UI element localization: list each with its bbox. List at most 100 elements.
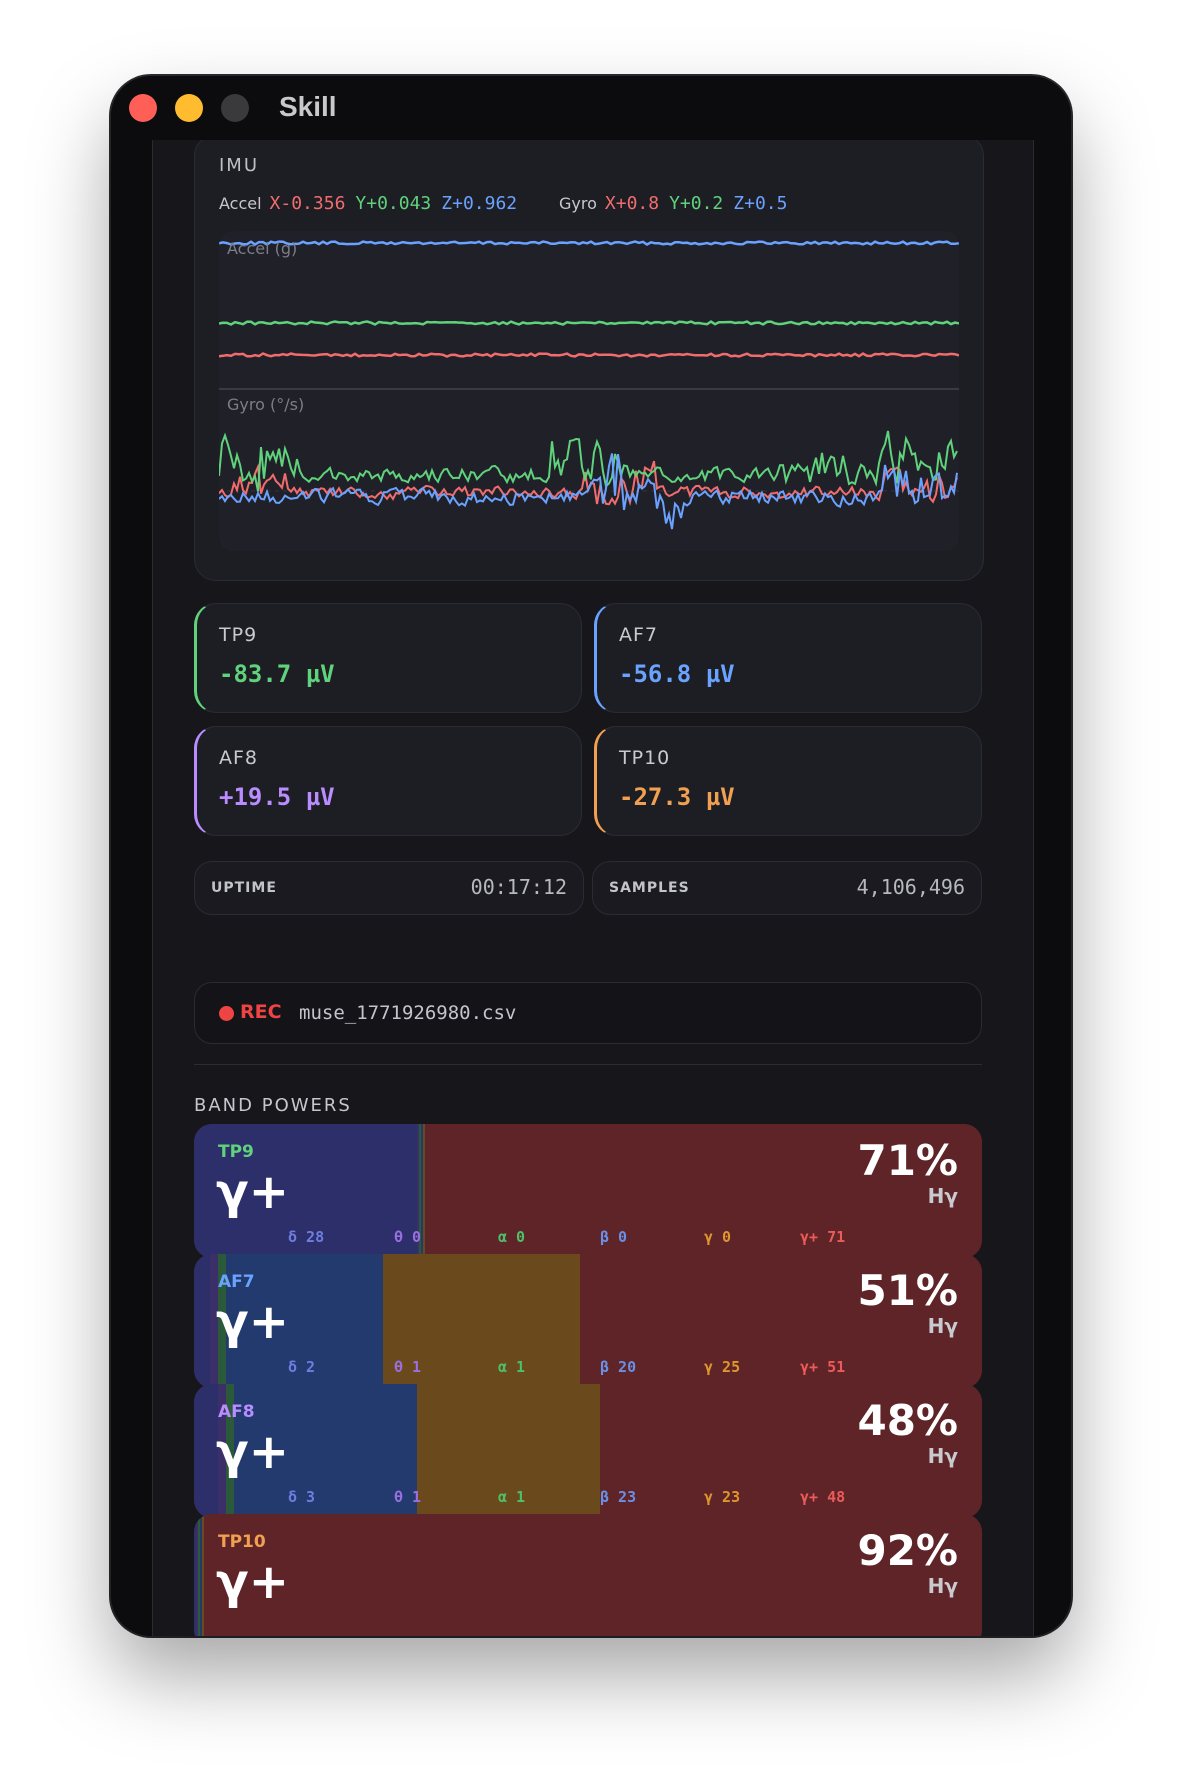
uptime-value: 00:17:12 bbox=[470, 875, 567, 899]
app-window: Skill IMU Accel X-0.356 Y+0.043 Z+0.962 Gyr… bbox=[111, 76, 1071, 1636]
band-powers-title: BAND POWERS bbox=[194, 1095, 352, 1116]
band-sublabel: Hγ bbox=[927, 1184, 958, 1208]
band-row-tp9: TP9 γ+ 71% Hγ δ 28 θ 0 α 0 β 0 γ 0 γ+ 71 bbox=[194, 1124, 982, 1258]
band-seg-hgamma bbox=[424, 1124, 982, 1258]
band-seg-alpha bbox=[217, 1254, 226, 1388]
band-row-af8: AF8 γ+ 48% Hγ δ 3 θ 1 α 1 β 23 γ 23 γ+ 48 bbox=[194, 1384, 982, 1518]
uptime-stat: UPTIME 00:17:12 bbox=[194, 861, 584, 915]
band-channel: AF8 bbox=[218, 1402, 255, 1422]
electrode-card-tp9: TP9 -83.7 µV bbox=[194, 603, 582, 713]
accel-z: Z+0.962 bbox=[441, 193, 518, 214]
band-label-gamma: γ 0 bbox=[704, 1228, 732, 1246]
samples-stat: SAMPLES 4,106,496 bbox=[592, 861, 982, 915]
band-label-alpha: α 0 bbox=[498, 1228, 526, 1246]
accel-y: Y+0.043 bbox=[355, 193, 432, 214]
band-percent: 71% bbox=[857, 1136, 958, 1185]
band-seg-gamma bbox=[422, 1124, 425, 1258]
gyro-y-line bbox=[219, 430, 958, 492]
section-divider bbox=[194, 1064, 982, 1065]
band-percent: 92% bbox=[857, 1526, 958, 1575]
band-seg-hgamma bbox=[580, 1254, 982, 1388]
band-seg-theta bbox=[416, 1124, 419, 1258]
imu-card: IMU Accel X-0.356 Y+0.043 Z+0.962 Gyro X+0.8… bbox=[194, 140, 984, 581]
band-label-beta: β 20 bbox=[600, 1358, 637, 1376]
main-scroll-area[interactable]: IMU Accel X-0.356 Y+0.043 Z+0.962 Gyro X+0.8… bbox=[152, 140, 1034, 1636]
samples-value: 4,106,496 bbox=[856, 875, 965, 899]
imu-title: IMU bbox=[219, 155, 260, 176]
close-button[interactable] bbox=[129, 94, 157, 122]
minimize-button[interactable] bbox=[175, 94, 203, 122]
electrode-card-tp10: TP10 -27.3 µV bbox=[594, 726, 982, 836]
band-seg-theta bbox=[196, 1514, 198, 1636]
band-seg-beta bbox=[225, 1254, 384, 1388]
gyro-plot-label: Gyro (°/s) bbox=[227, 395, 305, 414]
imu-plot: Accel (g) Gyro (°/s) bbox=[219, 231, 959, 551]
band-seg-alpha bbox=[225, 1384, 234, 1518]
electrode-card-af8: AF8 +19.5 µV bbox=[194, 726, 582, 836]
band-dominant: γ+ bbox=[216, 1424, 289, 1480]
samples-label: SAMPLES bbox=[609, 880, 690, 896]
zoom-button[interactable] bbox=[221, 94, 249, 122]
recording-file: muse_1771926980.csv bbox=[299, 1002, 517, 1024]
band-label-beta: β 23 bbox=[600, 1488, 637, 1506]
band-label-alpha: α 1 bbox=[498, 1488, 526, 1506]
band-label-delta: δ 2 bbox=[288, 1358, 316, 1376]
band-percent: 51% bbox=[857, 1266, 958, 1315]
accel-x: X-0.356 bbox=[269, 193, 346, 214]
electrode-value: -56.8 µV bbox=[619, 660, 735, 688]
gyro-x: X+0.8 bbox=[604, 193, 660, 214]
band-seg-delta bbox=[194, 1514, 196, 1636]
band-label-delta: δ 28 bbox=[288, 1228, 325, 1246]
uptime-label: UPTIME bbox=[211, 880, 277, 896]
band-label-gamma: γ 23 bbox=[704, 1488, 741, 1506]
electrode-name: AF8 bbox=[219, 747, 259, 769]
gyro-z: Z+0.5 bbox=[733, 193, 788, 214]
record-dot-icon bbox=[219, 1006, 234, 1021]
accel-y-line bbox=[219, 320, 959, 326]
electrode-value: -27.3 µV bbox=[619, 783, 735, 811]
band-seg-hgamma bbox=[204, 1514, 982, 1636]
gyro-y: Y+0.2 bbox=[669, 193, 724, 214]
band-channel: TP9 bbox=[218, 1142, 254, 1162]
electrode-name: AF7 bbox=[619, 624, 659, 646]
accel-z-line bbox=[219, 240, 959, 246]
band-channel: TP10 bbox=[218, 1532, 266, 1552]
band-sublabel: Hγ bbox=[927, 1314, 958, 1338]
band-seg-beta bbox=[200, 1514, 202, 1636]
gyro-readout: Gyro X+0.8 Y+0.2 Z+0.5 bbox=[559, 193, 797, 214]
band-seg-alpha bbox=[198, 1514, 200, 1636]
band-label-gamma: γ 25 bbox=[704, 1358, 741, 1376]
band-label-theta: θ 0 bbox=[394, 1228, 422, 1246]
band-seg-beta bbox=[233, 1384, 417, 1518]
band-sublabel: Hγ bbox=[927, 1574, 958, 1598]
electrode-value: +19.5 µV bbox=[219, 783, 335, 811]
gyro-z-line bbox=[219, 453, 958, 530]
band-sublabel: Hγ bbox=[927, 1444, 958, 1468]
band-seg-hgamma bbox=[599, 1384, 982, 1518]
electrode-name: TP9 bbox=[219, 624, 258, 646]
accel-plot-label: Accel (g) bbox=[227, 239, 298, 258]
band-label-alpha: α 1 bbox=[498, 1358, 526, 1376]
band-label-hgamma: γ+ 71 bbox=[800, 1228, 846, 1246]
electrode-card-af7: AF7 -56.8 µV bbox=[594, 603, 982, 713]
title-bar: Skill bbox=[111, 76, 1071, 140]
electrode-value: -83.7 µV bbox=[219, 660, 335, 688]
band-label-theta: θ 1 bbox=[394, 1488, 422, 1506]
band-row-af7: AF7 γ+ 51% Hγ δ 2 θ 1 α 1 β 20 γ 25 γ+ 51 bbox=[194, 1254, 982, 1388]
band-label-hgamma: γ+ 51 bbox=[800, 1358, 846, 1376]
band-channel: AF7 bbox=[218, 1272, 255, 1292]
band-dominant: γ+ bbox=[216, 1554, 289, 1610]
gyro-label: Gyro bbox=[559, 194, 597, 213]
imu-plot-svg bbox=[219, 240, 959, 530]
band-seg-delta bbox=[194, 1254, 210, 1388]
band-label-theta: θ 1 bbox=[394, 1358, 422, 1376]
band-seg-theta bbox=[217, 1384, 226, 1518]
band-label-delta: δ 3 bbox=[288, 1488, 316, 1506]
band-dominant: γ+ bbox=[216, 1164, 289, 1220]
band-seg-gamma bbox=[383, 1254, 581, 1388]
band-seg-alpha bbox=[418, 1124, 421, 1258]
accel-x-line bbox=[219, 352, 959, 358]
recording-bar[interactable]: REC muse_1771926980.csv bbox=[194, 982, 982, 1044]
accel-label: Accel bbox=[219, 194, 262, 213]
band-seg-gamma bbox=[202, 1514, 204, 1636]
